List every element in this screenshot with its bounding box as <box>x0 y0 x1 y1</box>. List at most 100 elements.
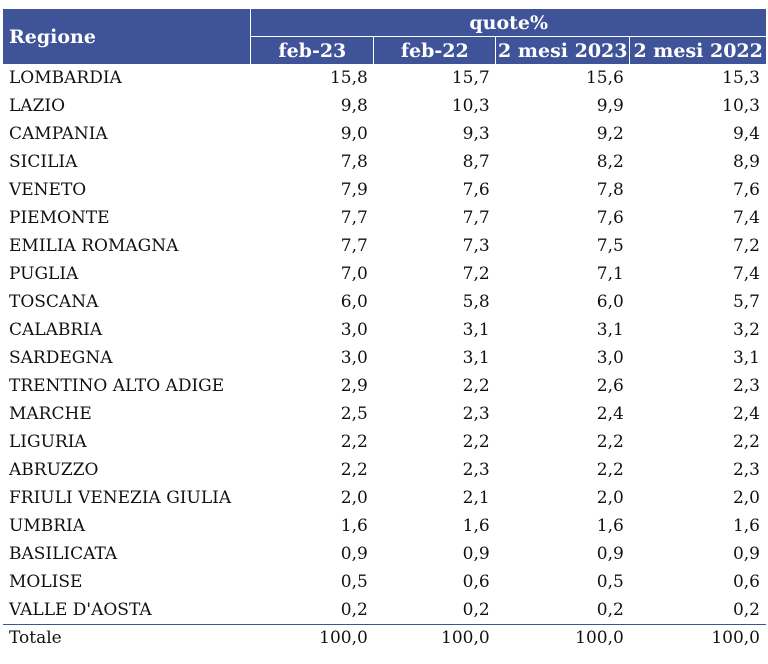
share-value-cell: 0,9 <box>732 544 760 564</box>
share-value-cell: 2,2 <box>596 432 624 452</box>
share-value-cell: 2,2 <box>596 460 624 480</box>
table-row: MOLISE 0,5 0,6 0,5 0,6 <box>3 568 766 596</box>
share-value-cell: 1,6 <box>462 516 490 536</box>
share-value-cell: 3,1 <box>596 320 624 340</box>
table-row: FRIULI VENEZIA GIULIA 2,0 2,1 2,0 2,0 <box>3 484 766 512</box>
share-value-cell: 3,2 <box>732 320 760 340</box>
total-cell: 100,0 <box>495 624 630 652</box>
total-row: Totale 100,0 100,0 100,0 100,0 <box>3 624 766 652</box>
share-value-cell: 0,9 <box>340 544 368 564</box>
region-name-cell: SICILIA <box>9 152 78 172</box>
share-value-cell: 7,6 <box>462 180 490 200</box>
share-value-cell: 7,6 <box>732 180 760 200</box>
region-column-header: Regione <box>3 9 252 64</box>
share-value-cell: 2,0 <box>340 488 368 508</box>
total-cell: 100,0 <box>250 624 374 652</box>
share-value-cell: 0,2 <box>462 600 490 620</box>
table-row: MARCHE 2,5 2,3 2,4 2,4 <box>3 400 766 428</box>
table-row: PIEMONTE 7,7 7,7 7,6 7,4 <box>3 204 766 232</box>
table-row: PUGLIA 7,0 7,2 7,1 7,4 <box>3 260 766 288</box>
column-header-feb-23: feb-23 <box>250 36 375 64</box>
regional-share-table: Regione quote% feb-23 feb-22 2 mesi 2023… <box>3 9 766 652</box>
table-row: VENETO 7,9 7,6 7,8 7,6 <box>3 176 766 204</box>
region-name-cell: BASILICATA <box>9 544 118 564</box>
table-row: UMBRIA 1,6 1,6 1,6 1,6 <box>3 512 766 540</box>
share-value-cell: 0,5 <box>340 572 368 592</box>
share-value-cell: 15,3 <box>722 68 760 88</box>
share-value-cell: 3,1 <box>462 348 490 368</box>
table-row: VALLE D'AOSTA 0,2 0,2 0,2 0,2 <box>3 596 766 625</box>
table-row: SARDEGNA 3,0 3,1 3,0 3,1 <box>3 344 766 372</box>
table-row: BASILICATA 0,9 0,9 0,9 0,9 <box>3 540 766 568</box>
total-label: Totale <box>3 624 251 652</box>
share-value-cell: 3,1 <box>462 320 490 340</box>
region-name-cell: ABRUZZO <box>9 460 99 480</box>
share-value-cell: 0,6 <box>462 572 490 592</box>
column-header-2-mesi-2022: 2 mesi 2022 <box>629 36 766 64</box>
share-value-cell: 9,9 <box>596 96 624 116</box>
share-value-cell: 7,0 <box>340 264 368 284</box>
table-row: LAZIO 9,8 10,3 9,9 10,3 <box>3 92 766 120</box>
share-value-cell: 9,0 <box>340 124 368 144</box>
total-cell: 100,0 <box>629 624 766 652</box>
share-value-cell: 7,8 <box>340 152 368 172</box>
share-value-cell: 9,3 <box>462 124 490 144</box>
table-row: CALABRIA 3,0 3,1 3,1 3,2 <box>3 316 766 344</box>
share-value-cell: 7,7 <box>340 236 368 256</box>
share-value-cell: 7,3 <box>462 236 490 256</box>
region-name-cell: MOLISE <box>9 572 83 592</box>
region-name-cell: TOSCANA <box>9 292 99 312</box>
share-value-cell: 2,3 <box>462 460 490 480</box>
share-value-cell: 3,0 <box>340 348 368 368</box>
share-value-cell: 0,2 <box>732 600 760 620</box>
share-value-cell: 3,0 <box>596 348 624 368</box>
share-value-cell: 2,3 <box>732 376 760 396</box>
share-value-cell: 7,7 <box>340 208 368 228</box>
share-value-cell: 8,2 <box>596 152 624 172</box>
region-name-cell: PUGLIA <box>9 264 79 284</box>
share-value-cell: 0,2 <box>596 600 624 620</box>
table-row: TRENTINO ALTO ADIGE 2,9 2,2 2,6 2,3 <box>3 372 766 400</box>
share-value-cell: 0,9 <box>462 544 490 564</box>
region-name-cell: MARCHE <box>9 404 92 424</box>
region-name-cell: SARDEGNA <box>9 348 113 368</box>
share-value-cell: 7,4 <box>732 264 760 284</box>
share-value-cell: 2,5 <box>340 404 368 424</box>
share-value-cell: 5,7 <box>732 292 760 312</box>
table-row: LIGURIA 2,2 2,2 2,2 2,2 <box>3 428 766 456</box>
share-value-cell: 7,9 <box>340 180 368 200</box>
table-row: ABRUZZO 2,2 2,3 2,2 2,3 <box>3 456 766 484</box>
share-value-cell: 2,2 <box>732 432 760 452</box>
table-row: CAMPANIA 9,0 9,3 9,2 9,4 <box>3 120 766 148</box>
column-header-2-mesi-2023: 2 mesi 2023 <box>495 36 631 64</box>
share-value-cell: 15,8 <box>329 68 368 88</box>
share-value-cell: 3,1 <box>732 348 760 368</box>
share-value-cell: 7,6 <box>596 208 624 228</box>
region-name-cell: LOMBARDIA <box>9 68 122 88</box>
share-value-cell: 2,9 <box>340 376 368 396</box>
table-body: LOMBARDIA 15,8 15,7 15,6 15,3 LAZIO 9,8 10,3 9,9… <box>3 64 766 652</box>
share-value-cell: 2,2 <box>462 432 490 452</box>
share-value-cell: 2,1 <box>462 488 490 508</box>
share-value-cell: 1,6 <box>340 516 368 536</box>
share-value-cell: 7,5 <box>596 236 624 256</box>
share-value-cell: 1,6 <box>732 516 760 536</box>
region-name-cell: FRIULI VENEZIA GIULIA <box>9 488 232 508</box>
region-name-cell: TRENTINO ALTO ADIGE <box>9 376 225 396</box>
share-value-cell: 9,4 <box>732 124 760 144</box>
share-value-cell: 8,7 <box>462 152 490 172</box>
share-group-header: quote% <box>250 9 766 37</box>
share-value-cell: 7,2 <box>462 264 490 284</box>
share-value-cell: 2,0 <box>732 488 760 508</box>
table-row: EMILIA ROMAGNA 7,7 7,3 7,5 7,2 <box>3 232 766 260</box>
table-row: SICILIA 7,8 8,7 8,2 8,9 <box>3 148 766 176</box>
region-name-cell: LIGURIA <box>9 432 87 452</box>
share-value-cell: 0,5 <box>596 572 624 592</box>
share-value-cell: 2,4 <box>596 404 624 424</box>
region-name-cell: CALABRIA <box>9 320 103 340</box>
region-name-cell: LAZIO <box>9 96 66 116</box>
share-value-cell: 2,6 <box>596 376 624 396</box>
share-value-cell: 2,2 <box>340 432 368 452</box>
total-cell: 100,0 <box>373 624 496 652</box>
share-value-cell: 8,9 <box>732 152 760 172</box>
